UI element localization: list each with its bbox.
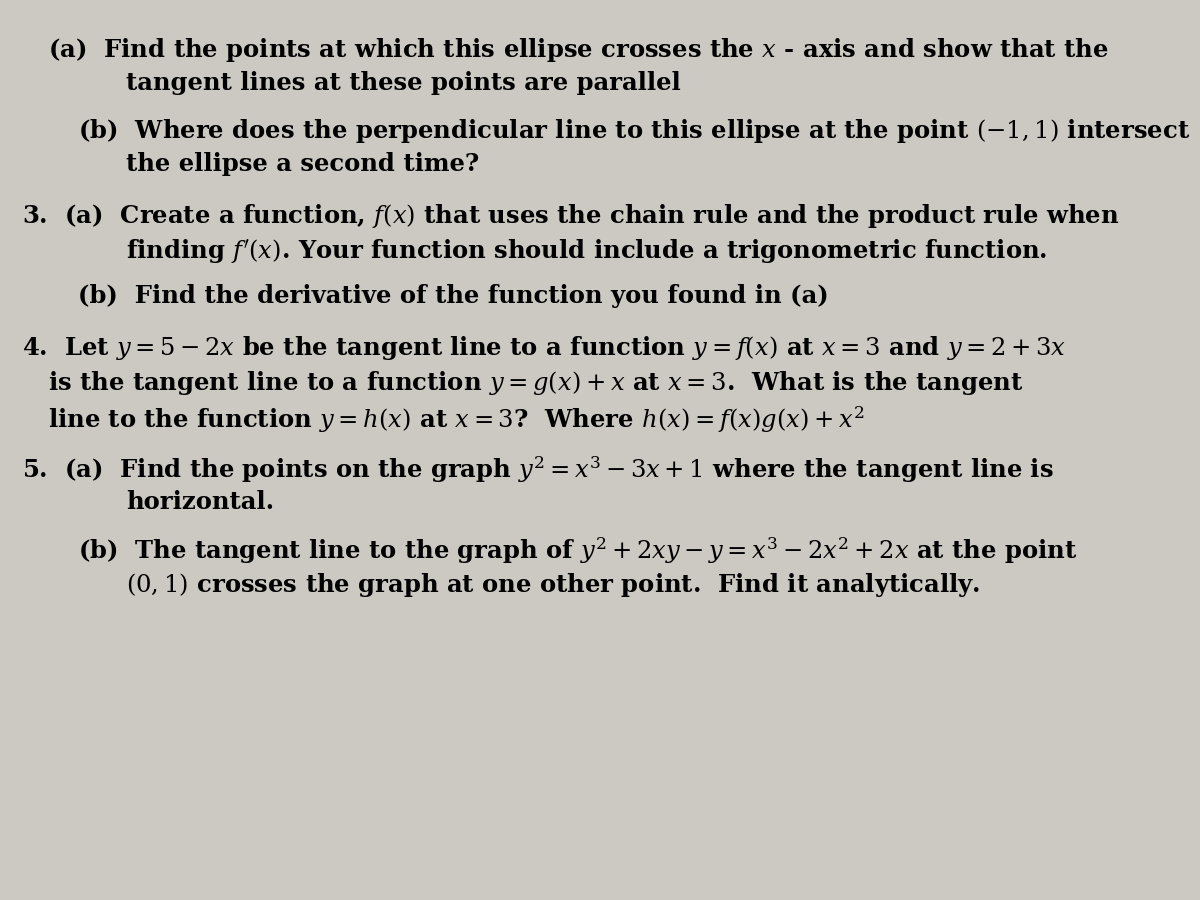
Text: 3.  (a)  Create a function, $f(x)$ that uses the chain rule and the product rule: 3. (a) Create a function, $f(x)$ that us… bbox=[22, 202, 1118, 230]
Text: finding $f'(x)$. Your function should include a trigonometric function.: finding $f'(x)$. Your function should in… bbox=[126, 238, 1048, 266]
Text: is the tangent line to a function $y = g(x) + x$ at $x = 3$.  What is the tangen: is the tangent line to a function $y = g… bbox=[48, 369, 1024, 397]
Text: horizontal.: horizontal. bbox=[126, 490, 274, 514]
Text: (b)  The tangent line to the graph of $y^2 + 2xy - y = x^3 - 2x^2 + 2x$ at the p: (b) The tangent line to the graph of $y^… bbox=[78, 536, 1078, 566]
Text: tangent lines at these points are parallel: tangent lines at these points are parall… bbox=[126, 71, 680, 95]
Text: (b)  Find the derivative of the function you found in (a): (b) Find the derivative of the function … bbox=[78, 284, 829, 308]
Text: 5.  (a)  Find the points on the graph $y^2 = x^3 - 3x + 1$ where the tangent lin: 5. (a) Find the points on the graph $y^2… bbox=[22, 454, 1054, 485]
Text: line to the function $y = h(x)$ at $x = 3$?  Where $h(x) = f(x)g(x) + x^2$: line to the function $y = h(x)$ at $x = … bbox=[48, 404, 864, 435]
Text: the ellipse a second time?: the ellipse a second time? bbox=[126, 152, 479, 176]
Text: 4.  Let $y = 5-2x$ be the tangent line to a function $y = f(x)$ at $x = 3$ and $: 4. Let $y = 5-2x$ be the tangent line to… bbox=[22, 334, 1066, 362]
Text: (a)  Find the points at which this ellipse crosses the $x$ - axis and show that : (a) Find the points at which this ellips… bbox=[48, 36, 1109, 64]
Text: (b)  Where does the perpendicular line to this ellipse at the point $(-1,1)$ int: (b) Where does the perpendicular line to… bbox=[78, 117, 1190, 145]
Text: $(0, 1)$ crosses the graph at one other point.  Find it analytically.: $(0, 1)$ crosses the graph at one other … bbox=[126, 571, 980, 598]
